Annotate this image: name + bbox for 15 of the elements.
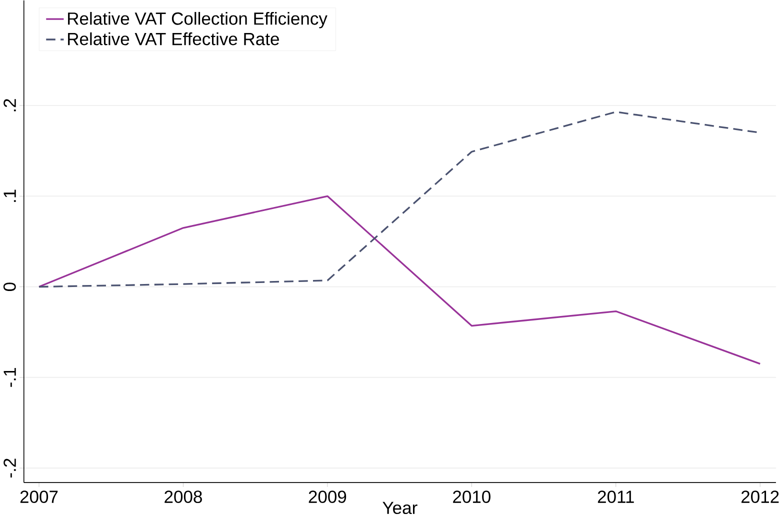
x-tick-label: 2010 [453,490,490,503]
y-tick-label: -.1 [4,368,16,387]
x-axis-title: Year [382,502,418,514]
y-tick-label: 0 [3,282,16,291]
legend-label: Relative VAT Effective Rate [68,32,279,46]
x-tick-label: 2009 [308,490,346,503]
y-tick-label: .1 [4,189,16,202]
legend-label: Relative VAT Collection Efficiency [68,12,328,28]
x-tick-label: 2007 [20,490,58,503]
line-series [38,195,761,364]
x-tick-label: 2012 [742,490,779,503]
x-tick-label: 2008 [164,490,202,503]
y-tick-label: .2 [4,98,16,112]
x-tick-label: 2011 [598,490,634,503]
y-tick-label: -.2 [4,458,16,478]
